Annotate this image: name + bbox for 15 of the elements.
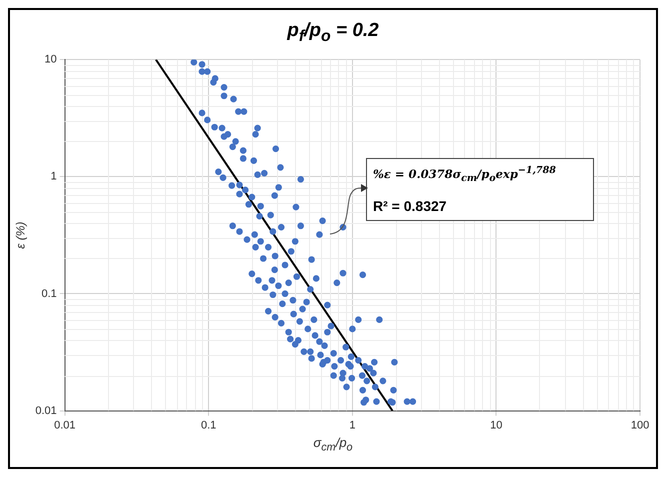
annotation: R² = 0.8327: [373, 198, 448, 214]
x-axis-title: σ$_{cm}$/p$_{o}$: [312, 435, 354, 454]
x-tick-label: 0.1: [200, 419, 216, 432]
x-tick-label: 0.01: [54, 419, 76, 432]
y-axis-title: ε (%): [14, 222, 28, 249]
annotation: %ε = 0.0378σ$_{cm}$/p$_{o}$exp$^{−1,788}$: [373, 165, 557, 184]
chart-title: p$_{f}$/p$_{o}$ = 0.2: [287, 20, 379, 45]
equation-box: %ε = 0.0378σ$_{cm}$/p$_{o}$exp$^{−1,788}$ R² = 0.8327: [366, 158, 594, 222]
y-tick-label: 0.01: [35, 404, 57, 417]
x-tick-label: 1: [349, 419, 356, 432]
y-tick-label: 1: [50, 170, 57, 183]
y-tick-label: 0.1: [42, 288, 57, 300]
x-tick-label: 100: [630, 419, 650, 432]
y-tick-label: 10: [44, 54, 57, 66]
x-tick-label: 10: [490, 419, 502, 432]
